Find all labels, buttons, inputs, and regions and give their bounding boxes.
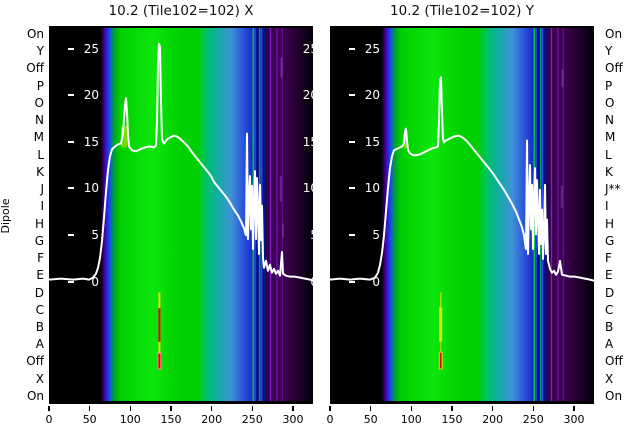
dipole-row-label: F xyxy=(605,251,612,266)
saturation-marker xyxy=(157,292,162,370)
dipole-row-label: M xyxy=(605,130,616,145)
dipole-row-label: A xyxy=(605,337,614,352)
tick-mark xyxy=(170,406,172,411)
dipole-row-label: K xyxy=(36,164,44,179)
spectrogram-x xyxy=(49,28,313,401)
tick-mark xyxy=(68,234,74,236)
panel-title-x: 10.2 (Tile102=102) X xyxy=(108,3,254,19)
x-axis-left: 0 50 100 150 200 250 300 xyxy=(46,404,313,434)
tick-mark xyxy=(349,94,355,96)
dipole-row-label: On xyxy=(605,27,623,41)
panel-x-pol: 25 20 15 10 5 0 25 20 15 10 5 0 xyxy=(49,26,313,404)
dipole-row-label: O xyxy=(34,95,44,110)
tick-mark xyxy=(68,187,74,189)
dipole-row-label: Y xyxy=(36,44,44,59)
dipole-axis-right: On Y Off P O N M L K J** I H G F E D C B… xyxy=(605,28,639,402)
dipole-row-label: I xyxy=(40,199,44,214)
dipole-row-label: P xyxy=(36,78,44,93)
spectrogram-background xyxy=(49,28,313,401)
hot-patch xyxy=(121,125,127,148)
dipole-row-label-flagged: J** xyxy=(605,182,621,197)
power-tick-right: 20 xyxy=(302,88,313,102)
dipole-row-label: On xyxy=(605,388,623,403)
tick-mark xyxy=(251,406,253,411)
dipole-row-label: X xyxy=(605,371,614,386)
dipole-row-label: G xyxy=(34,233,44,248)
tick-mark xyxy=(211,406,213,411)
tick-mark xyxy=(349,234,355,236)
dipole-row-label: E xyxy=(36,268,44,283)
tick-mark xyxy=(370,406,372,411)
power-tick-right: 10 xyxy=(302,181,313,195)
dipole-row-label: C xyxy=(605,302,614,317)
dipole-row-label: N xyxy=(605,113,614,128)
dipole-row-label: A xyxy=(35,337,44,352)
panel-title-y: 10.2 (Tile102=102) Y xyxy=(390,3,534,19)
tick-mark xyxy=(349,187,355,189)
dipole-row-label: F xyxy=(37,251,44,266)
dipole-row-label: Off xyxy=(605,354,623,369)
dipole-row-label: Off xyxy=(605,61,623,76)
tick-mark xyxy=(451,406,453,411)
dipole-row-label: D xyxy=(605,285,615,300)
dipole-row-label: J xyxy=(40,182,44,197)
power-tick-right: 0 xyxy=(290,275,313,289)
dipole-row-label: Off xyxy=(26,354,44,369)
dipole-row-label: M xyxy=(33,130,44,145)
power-tick-right: 15 xyxy=(302,135,313,149)
tick-mark xyxy=(492,406,494,411)
dipole-row-label: H xyxy=(605,216,615,231)
dipole-row-label: L xyxy=(605,147,612,162)
tick-mark xyxy=(68,94,74,96)
dipole-row-label: H xyxy=(34,216,44,231)
tick-mark xyxy=(89,406,91,411)
tick-mark xyxy=(129,406,131,411)
tick-mark xyxy=(68,141,74,143)
dipole-row-label: D xyxy=(34,285,44,300)
tick-mark xyxy=(349,48,355,50)
tick-mark xyxy=(68,48,74,50)
dipole-row-label: O xyxy=(605,95,615,110)
saturation-marker xyxy=(438,292,443,370)
dipole-row-label: B xyxy=(35,319,44,334)
tick-mark xyxy=(573,406,575,411)
dipole-row-label: P xyxy=(605,78,613,93)
dipole-row-label: B xyxy=(605,319,614,334)
tick-mark xyxy=(410,406,412,411)
panel-y-pol: 25 20 15 10 5 0 xyxy=(330,26,594,404)
dipole-row-label: G xyxy=(605,233,615,248)
dipole-axis-left: On Y Off P O N M L K J I H G F E D C B A… xyxy=(0,28,45,402)
tick-mark xyxy=(329,406,331,411)
dipole-row-label: Off xyxy=(26,61,44,76)
dipole-row-label: L xyxy=(37,147,44,162)
power-tick-right: 25 xyxy=(302,42,313,56)
tick-mark xyxy=(292,406,294,411)
x-axis-right: 0 50 100 150 200 250 300 xyxy=(327,404,594,434)
tick-mark xyxy=(349,281,355,283)
dipole-row-label: On xyxy=(26,27,44,41)
spectrogram-y xyxy=(330,28,594,401)
dipole-row-label: Y xyxy=(605,44,613,59)
dipole-row-label: N xyxy=(35,113,44,128)
tick-mark xyxy=(48,406,50,411)
dipole-row-label: On xyxy=(26,388,44,403)
tick-mark xyxy=(349,141,355,143)
dipole-row-label: K xyxy=(605,164,613,179)
spectrogram-background xyxy=(330,28,594,401)
dipole-row-label: C xyxy=(35,302,44,317)
power-spectrum-curve-y xyxy=(330,76,594,282)
dipole-row-label: E xyxy=(605,268,613,283)
tick-mark xyxy=(532,406,534,411)
power-spectrum-curve-x xyxy=(49,42,313,282)
tick-mark xyxy=(68,281,74,283)
power-tick-right: 5 xyxy=(290,228,313,242)
dipole-row-label: X xyxy=(35,371,44,386)
dipole-row-label: I xyxy=(605,199,609,214)
